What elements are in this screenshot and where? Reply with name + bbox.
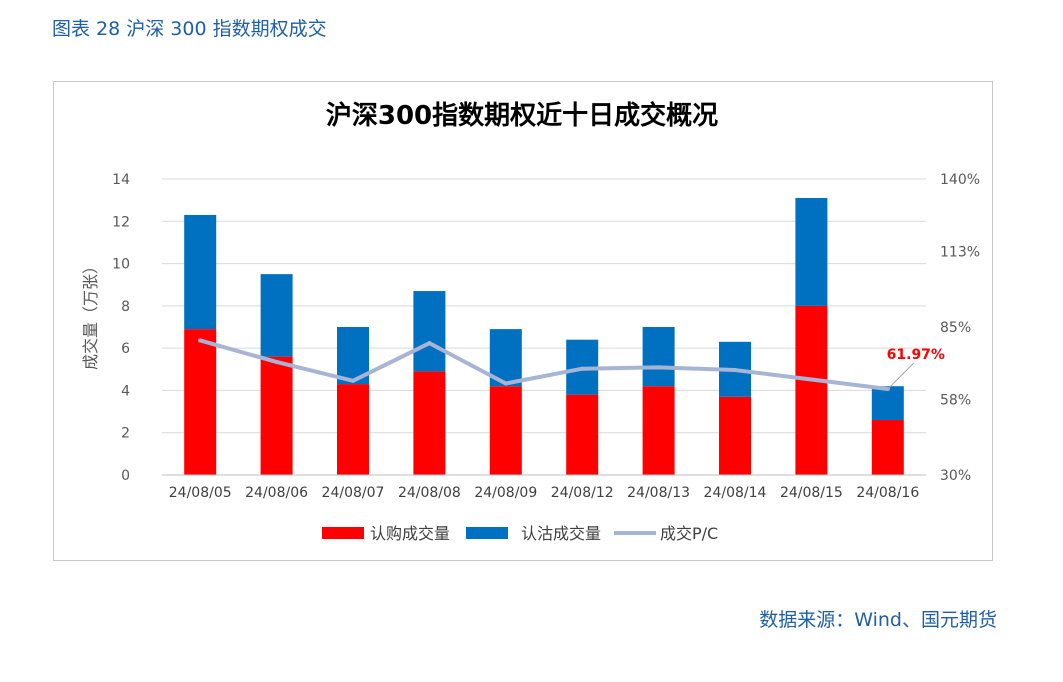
x-tick-label: 24/08/08 [398,485,461,501]
annotation-label: 61.97% [887,347,945,363]
bar-put [260,274,293,357]
pc-point [427,341,432,346]
pc-point [656,365,661,370]
legend-swatch-call [322,527,364,539]
x-tick-label: 24/08/07 [322,485,385,501]
bar-call [489,386,522,475]
pc-point [351,378,355,383]
legend: 认购成交量 认沽成交量 成交P/C [322,524,718,543]
bar-call [566,394,599,475]
y-tick-label: 10 [112,257,130,273]
bar-call [337,384,369,475]
x-tick-label: 24/08/13 [627,485,690,501]
annotation: 61.97% [887,347,945,390]
x-tick-label: 24/08/06 [245,485,308,501]
x-tick-label: 24/08/16 [856,485,919,501]
bar-call [795,305,828,475]
x-tick-label: 24/08/09 [474,485,537,501]
annotation-leader [887,362,915,390]
bar-put [413,291,446,372]
bars [184,198,904,475]
y-tick-label: 0 [121,468,130,484]
pc-point [198,338,203,343]
x-tick-label: 24/08/12 [551,485,614,501]
bar-call [871,420,904,475]
y2-tick-label: 113% [940,245,980,261]
bar-put [642,327,675,387]
legend-label-put: 认沽成交量 [521,524,601,543]
y2-tick-label: 58% [940,393,971,409]
y-tick-label: 12 [112,214,130,230]
x-tick-label: 24/08/15 [780,485,843,501]
y2-tick-label: 30% [940,468,971,484]
bar-put [795,198,828,306]
y-tick-label: 4 [121,383,130,399]
legend-label-call: 认购成交量 [370,524,450,543]
y2-tick-label: 140% [940,172,980,188]
x-tick-label: 24/08/05 [169,485,232,501]
pc-line-layer [198,338,890,391]
pc-point [809,377,814,382]
y-tick-label: 2 [121,426,130,442]
x-tick-label: 24/08/14 [704,485,767,501]
pc-point [274,359,279,364]
chart-svg: 沪深300指数期权近十日成交概况 0 2 4 6 8 10 12 14 30% 58% 85% 113… [81,100,980,543]
bar-put [184,214,217,330]
figure-caption: 图表 28 沪深 300 指数期权成交 [52,18,327,40]
bar-call [260,356,293,475]
y-tick-label: 6 [121,341,130,357]
legend-swatch-put [466,527,508,539]
y-tick-label: 8 [121,299,130,315]
bar-call [719,396,751,475]
pc-point [580,366,585,371]
pc-line [198,338,890,391]
source-note: 数据来源：Wind、国元期货 [759,609,997,631]
bar-call [184,329,217,475]
legend-label-pc: 成交P/C [660,524,718,543]
y-axis-title: 成交量（万张） [81,258,100,370]
axes: 0 2 4 6 8 10 12 14 30% 58% 85% 113% 140% 24/08/05 24/0… [112,172,980,501]
bar-call [642,386,675,475]
chart-title: 沪深300指数期权近十日成交概况 [326,100,718,131]
pc-point [503,381,508,386]
pc-point [733,368,737,373]
bar-put [871,386,904,421]
y2-tick-label: 85% [940,320,971,336]
chart-frame: 沪深300指数期权近十日成交概况 0 2 4 6 8 10 12 14 30% 58% 85% 113… [53,81,993,561]
y-tick-label: 14 [112,172,130,188]
bar-call [413,371,446,475]
